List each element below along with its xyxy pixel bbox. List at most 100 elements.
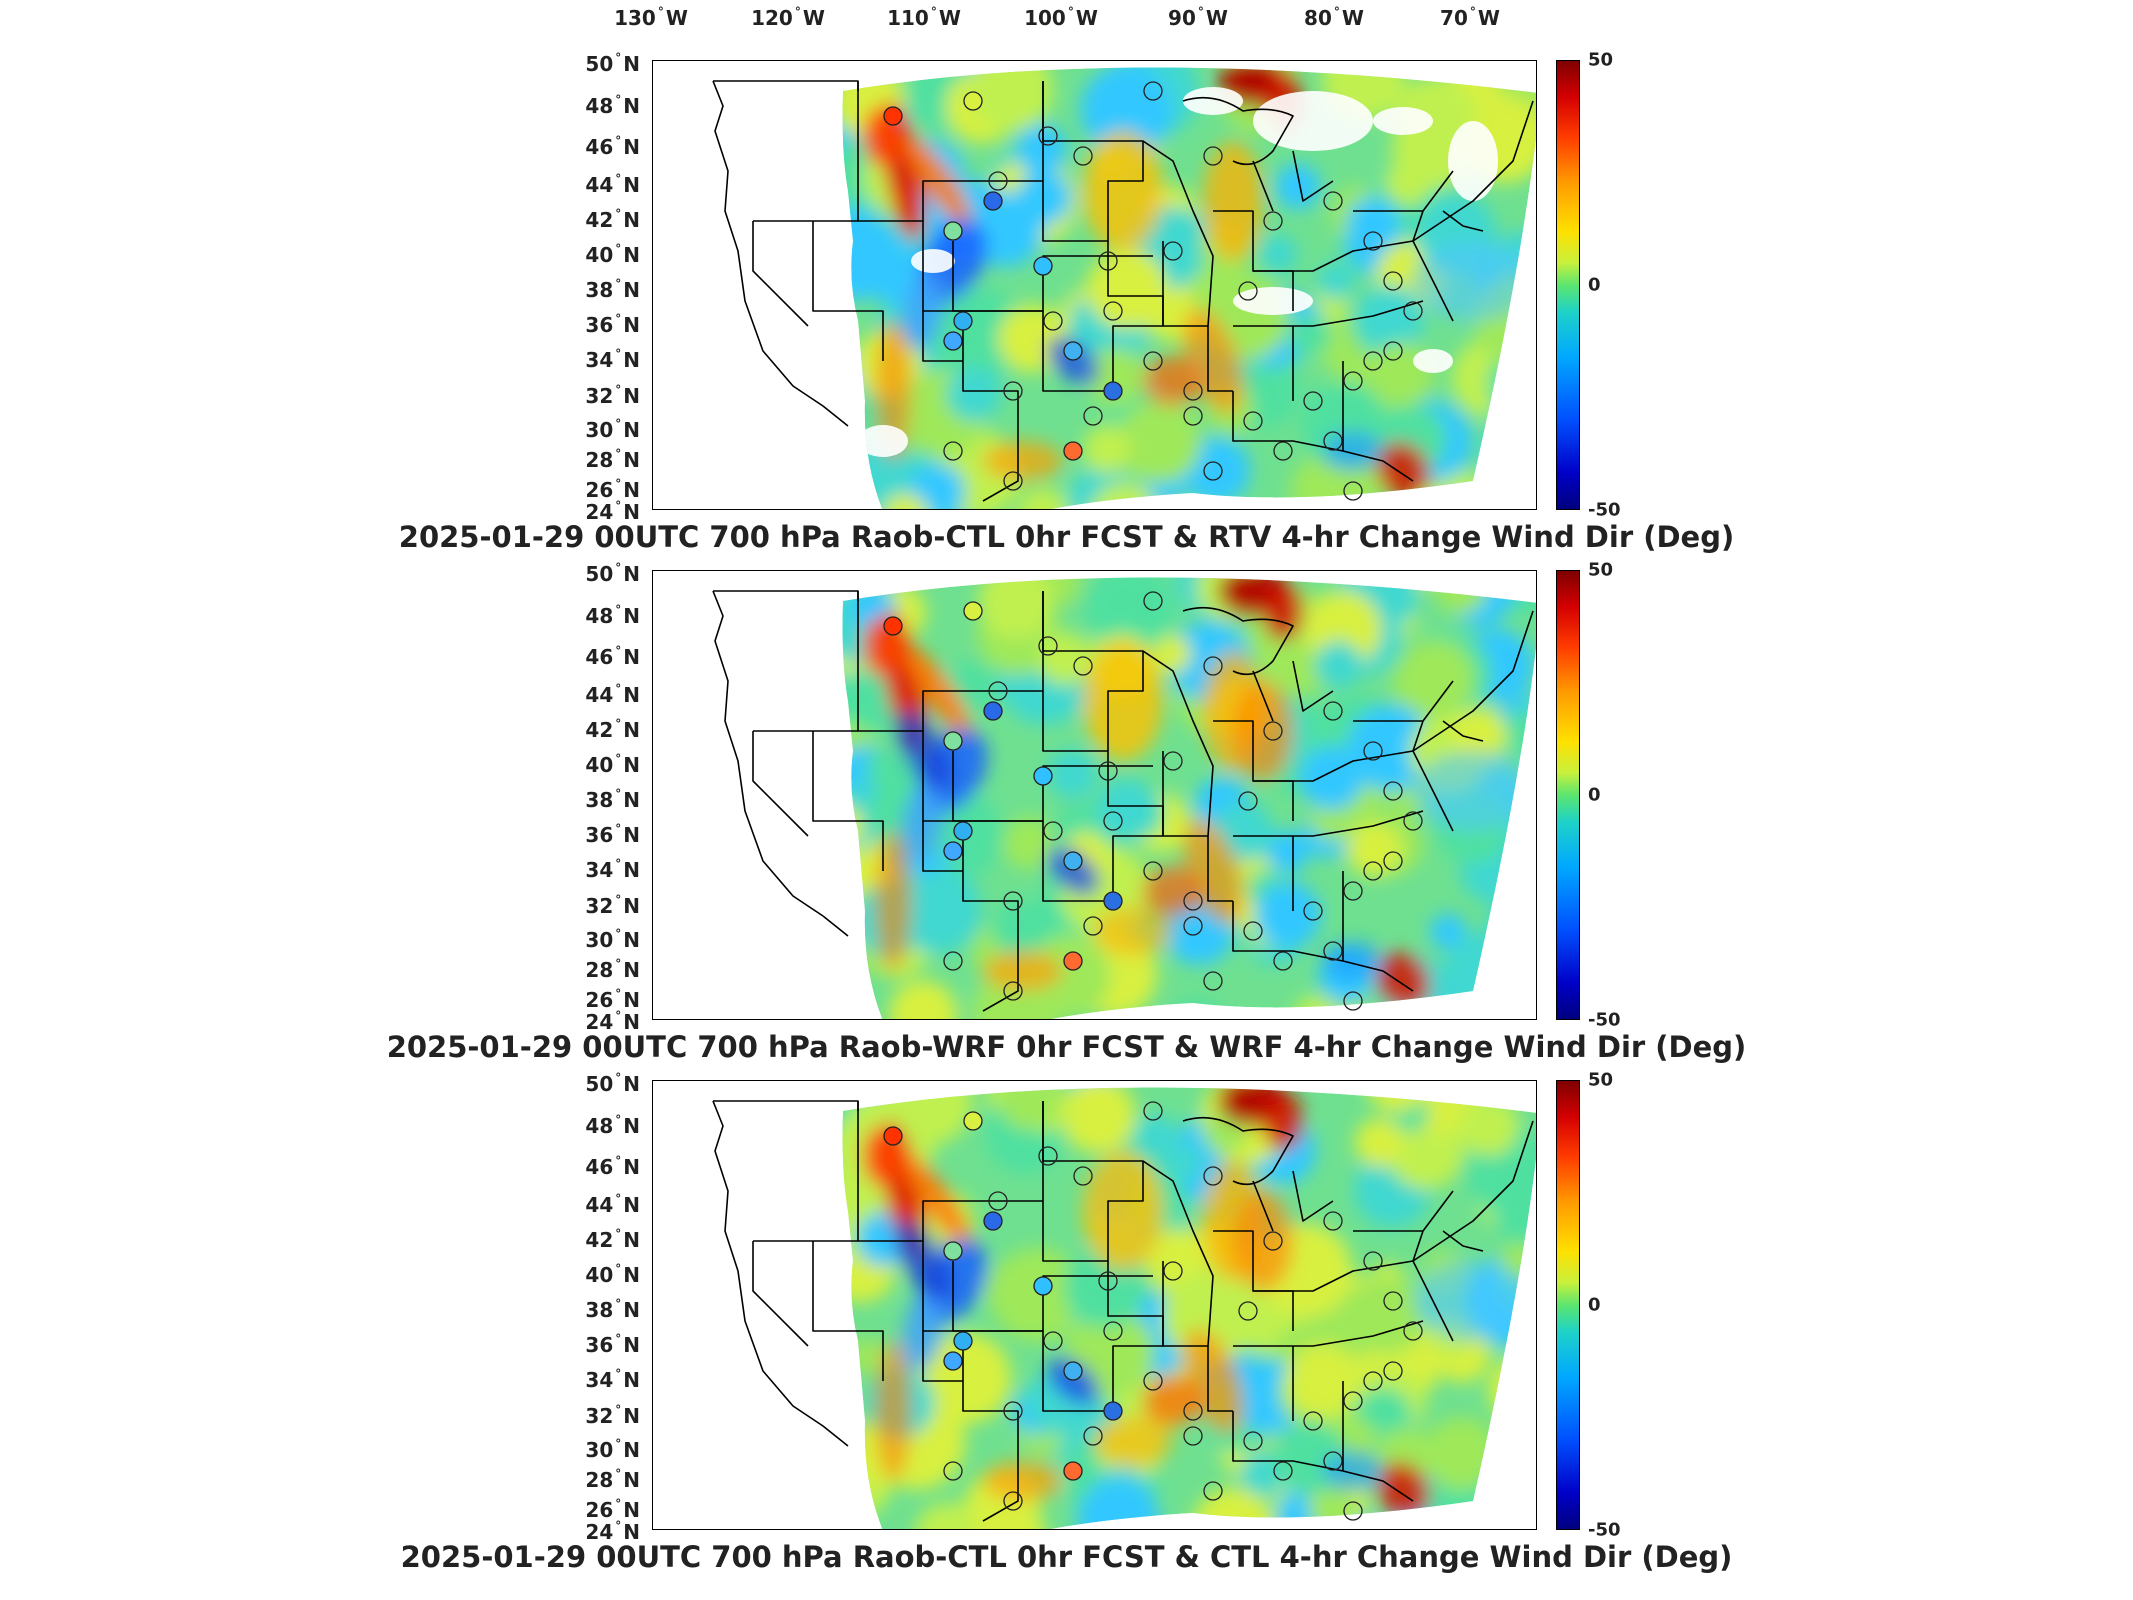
raob-station-marker <box>1103 811 1123 831</box>
latitude-value: 48 <box>585 94 614 118</box>
colorbar-mid-label: 0 <box>1588 784 1601 806</box>
degree-symbol: ° <box>615 51 622 65</box>
colorbar-max-label: 50 <box>1588 49 1614 71</box>
field-blob <box>1038 632 1092 686</box>
latitude-value: 48 <box>585 1114 614 1138</box>
colorbar <box>1556 60 1580 510</box>
field-blob <box>1047 1357 1099 1405</box>
latitude-label: 40 ° N <box>585 242 640 267</box>
latitude-hemisphere: N <box>623 1263 640 1287</box>
degree-symbol: ° <box>615 561 622 575</box>
latitude-label: 38 ° N <box>585 1297 640 1322</box>
raob-station-marker <box>953 311 973 331</box>
latitude-hemisphere: N <box>623 958 640 982</box>
raob-station-marker <box>1103 301 1123 321</box>
field-blob <box>1047 749 1097 799</box>
raob-station-marker <box>1343 1391 1363 1411</box>
raob-station-marker <box>1103 381 1123 401</box>
raob-station-marker <box>1043 311 1063 331</box>
degree-symbol: ° <box>794 5 801 19</box>
raob-station-marker <box>1243 1431 1263 1451</box>
raob-station-marker <box>1143 1371 1163 1391</box>
longitude-label: 100 ° W <box>1024 5 1098 30</box>
state-boundary-line <box>1182 1116 1294 1186</box>
latitude-hemisphere: N <box>623 1498 640 1522</box>
degree-symbol: ° <box>615 1332 622 1346</box>
field-blob <box>1290 450 1374 509</box>
degree-symbol: ° <box>1333 5 1340 19</box>
raob-station-marker <box>1183 406 1203 426</box>
raob-station-marker <box>983 191 1003 211</box>
latitude-label: 50 ° N <box>585 51 640 76</box>
missing-data-patch <box>1413 349 1453 373</box>
raob-station-marker <box>1203 971 1223 991</box>
raob-station-marker <box>1363 1371 1383 1391</box>
field-blob <box>1047 847 1099 895</box>
raob-station-marker <box>1203 461 1223 481</box>
raob-station-marker <box>883 1126 903 1146</box>
latitude-label: 30 ° N <box>585 417 640 442</box>
longitude-value: 130 <box>614 6 656 30</box>
raob-station-marker <box>1343 481 1363 501</box>
state-boundary-line <box>857 81 1044 222</box>
field-blob <box>1084 577 1175 656</box>
field-blob <box>1259 234 1298 273</box>
raob-station-marker <box>943 441 963 461</box>
raob-station-marker <box>943 731 963 751</box>
state-boundary-line <box>1142 650 1214 837</box>
latitude-hemisphere: N <box>623 788 640 812</box>
state-boundary-line <box>1253 1190 1454 1292</box>
latitude-label: 46 ° N <box>585 1154 640 1179</box>
field-blob <box>983 441 1063 481</box>
raob-station-marker <box>1038 1146 1058 1166</box>
field-blob <box>1458 1095 1520 1157</box>
map-frame <box>652 60 1537 510</box>
state-boundary-line <box>1142 140 1214 327</box>
degree-symbol: ° <box>615 1154 622 1168</box>
latitude-label: 30 ° N <box>585 1437 640 1462</box>
state-boundary-line <box>857 1101 1044 1242</box>
raob-station-marker <box>1273 1461 1293 1481</box>
latitude-value: 30 <box>585 1438 614 1462</box>
field-blob <box>946 367 1001 422</box>
raob-station-marker <box>1183 916 1203 936</box>
state-boundary-line <box>1142 1160 1214 1347</box>
longitude-hemisphere: W <box>1205 6 1228 30</box>
field-blob <box>1117 399 1202 484</box>
panel-caption: 2025-01-29 00UTC 700 hPa Raob-CTL 0hr FC… <box>398 520 1735 554</box>
longitude-value: 80 <box>1304 6 1332 30</box>
latitude-value: 44 <box>585 683 614 707</box>
field-blob <box>1082 425 1132 474</box>
latitude-value: 42 <box>585 718 614 742</box>
field-blob <box>1385 159 1432 206</box>
raob-station-marker <box>1273 441 1293 461</box>
raob-station-marker <box>943 1241 963 1261</box>
raob-station-marker <box>1323 191 1343 211</box>
latitude-value: 36 <box>585 313 614 337</box>
colorbar-min-label: -50 <box>1588 499 1621 521</box>
latitude-value: 40 <box>585 753 614 777</box>
latitude-value: 48 <box>585 604 614 628</box>
degree-symbol: ° <box>615 1497 622 1511</box>
latitude-value: 44 <box>585 1193 614 1217</box>
raob-station-marker <box>1343 991 1363 1011</box>
longitude-hemisphere: W <box>802 6 825 30</box>
degree-symbol: ° <box>615 1403 622 1417</box>
latitude-hemisphere: N <box>623 1228 640 1252</box>
raob-station-marker <box>1323 701 1343 721</box>
colorbar-min-label: -50 <box>1588 1519 1621 1541</box>
latitude-hemisphere: N <box>623 645 640 669</box>
raob-station-marker <box>988 171 1008 191</box>
degree-symbol: ° <box>615 1367 622 1381</box>
field-blob <box>999 1087 1059 1131</box>
field-blob <box>1266 831 1310 874</box>
longitude-axis: 130 ° W 120 ° W 110 ° W 100 ° W 90 ° W 80 ° W 70 ° W <box>0 0 2133 40</box>
raob-station-marker <box>1363 861 1383 881</box>
state-boundary-line <box>1182 606 1294 676</box>
latitude-label: 50 ° N <box>585 561 640 586</box>
map-frame <box>652 1080 1537 1530</box>
latitude-label: 28 ° N <box>585 1467 640 1492</box>
field-blob <box>847 1338 884 1375</box>
raob-stations <box>883 81 1423 501</box>
raob-station-marker <box>1033 256 1053 276</box>
